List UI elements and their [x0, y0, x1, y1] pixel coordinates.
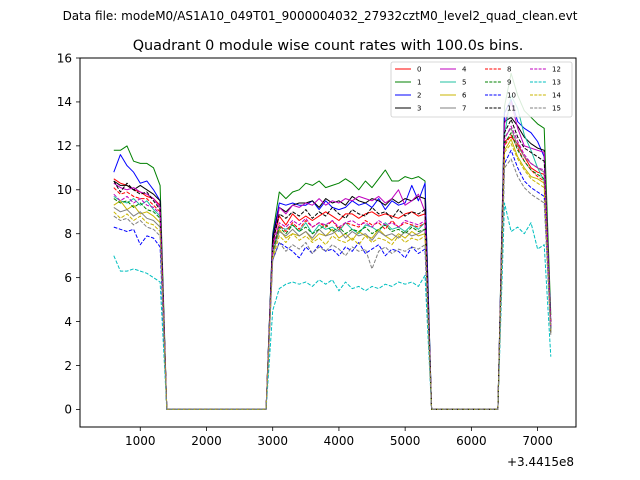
- y-tick-label: 8: [64, 227, 72, 241]
- legend-label-15: 15: [552, 105, 561, 113]
- y-tick-label: 0: [64, 403, 72, 417]
- x-tick-label: 7000: [522, 434, 553, 448]
- y-tick-label: 10: [57, 183, 72, 197]
- legend-frame: [390, 61, 573, 118]
- y-tick-label: 12: [57, 139, 72, 153]
- legend-label-13: 13: [552, 79, 561, 87]
- legend-label-6: 6: [462, 92, 467, 100]
- y-tick-label: 6: [64, 271, 72, 285]
- legend-label-1: 1: [417, 79, 421, 87]
- chart-title: Quadrant 0 module wise count rates with …: [133, 38, 524, 54]
- legend-label-2: 2: [417, 92, 421, 100]
- x-tick-label: 4000: [324, 434, 355, 448]
- suptitle: Data file: modeM0/AS1A10_049T01_90000040…: [63, 9, 578, 23]
- legend-label-3: 3: [417, 105, 421, 113]
- legend-label-14: 14: [552, 92, 561, 100]
- x-tick-label: 6000: [456, 434, 487, 448]
- y-tick-label: 4: [64, 315, 72, 329]
- legend-label-10: 10: [507, 92, 516, 100]
- legend-label-12: 12: [552, 66, 561, 74]
- x-tick-label: 5000: [390, 434, 421, 448]
- legend-label-8: 8: [507, 66, 511, 74]
- legend-label-4: 4: [462, 66, 467, 74]
- legend-label-9: 9: [507, 79, 511, 87]
- legend-label-0: 0: [417, 66, 421, 74]
- legend-label-5: 5: [462, 79, 466, 87]
- plot-frame: [79, 57, 577, 428]
- legend-label-11: 11: [507, 105, 516, 113]
- series-layer: [113, 72, 552, 410]
- series-line-15: [113, 158, 552, 410]
- y-axis: 0 2 4 6 8 10 12 14 16: [57, 51, 80, 417]
- x-tick-label: 2000: [191, 434, 222, 448]
- x-tick-label: 3000: [257, 434, 288, 448]
- x-axis: 1000 2000 3000 4000 5000 6000 7000: [125, 427, 553, 448]
- y-tick-label: 2: [64, 359, 72, 373]
- x-offset-label: +3.4415e8: [507, 455, 574, 469]
- y-tick-label: 16: [57, 51, 72, 65]
- legend-label-7: 7: [462, 105, 466, 113]
- x-tick-label: 1000: [125, 434, 156, 448]
- y-tick-label: 14: [57, 95, 72, 109]
